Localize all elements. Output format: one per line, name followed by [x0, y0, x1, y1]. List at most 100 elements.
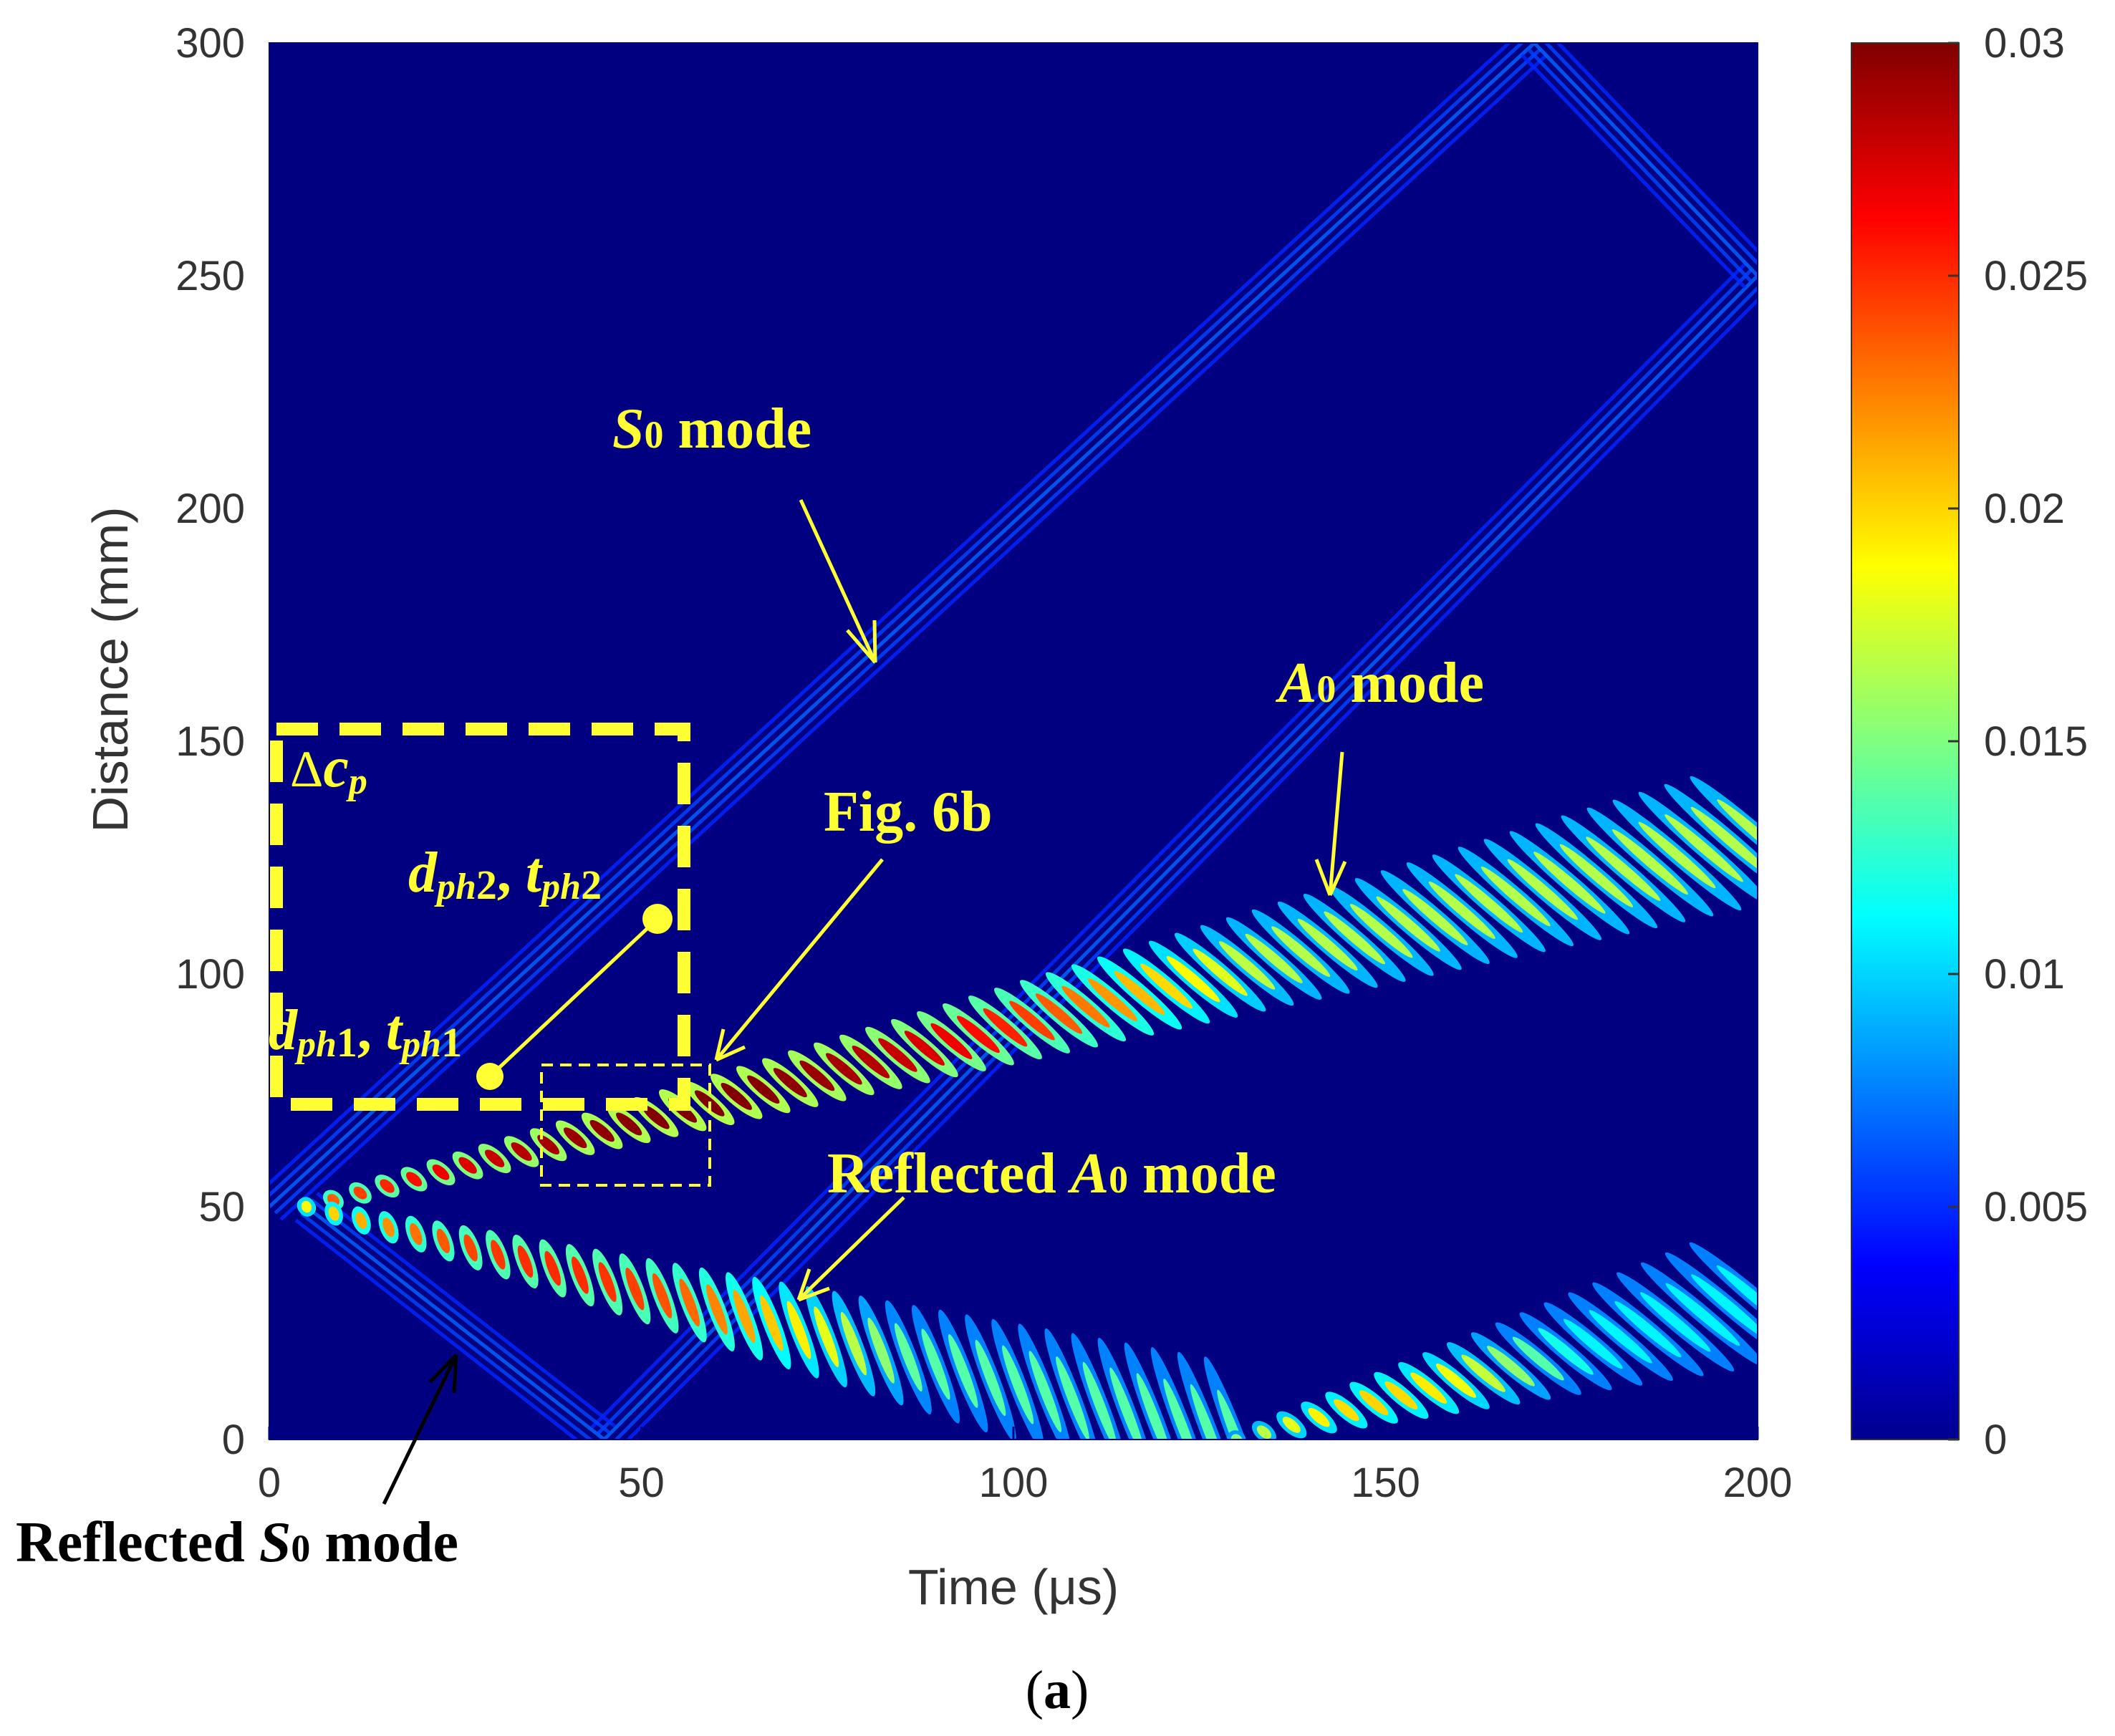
wave-blob-core — [642, 1105, 670, 1129]
wave-blob-core — [625, 1268, 645, 1311]
fig6b-dashed-box — [540, 1064, 711, 1187]
wave-blob-core — [517, 1245, 534, 1278]
wave-blob-core — [1163, 1378, 1201, 1440]
wave-blob-core — [1140, 963, 1193, 1009]
wave-blob-core — [432, 1164, 450, 1180]
wave-band-line — [1533, 43, 1758, 277]
wave-blob-core — [1334, 1399, 1359, 1422]
wave-blob-core — [1664, 814, 1743, 882]
x-tick-label: 100 — [979, 1460, 1049, 1506]
wave-blob-core — [1639, 1292, 1711, 1352]
wave-blob-core — [1717, 799, 1758, 869]
wave-blob-core — [436, 1228, 451, 1253]
wave-layer — [269, 43, 1758, 1440]
wave-blob-core — [1219, 941, 1276, 990]
wave-blob-core — [1109, 1367, 1145, 1440]
heatmap-plot — [269, 42, 1758, 1440]
wave-blob-core — [1589, 1310, 1652, 1364]
wave-blob-core — [930, 1023, 973, 1060]
wave-band-line — [269, 43, 1536, 1208]
a0-mode-label: A0 mode — [1275, 652, 1484, 715]
phase-velocity-line — [488, 917, 659, 1078]
wave-blob-core — [1349, 904, 1413, 958]
wave-band-line — [1526, 47, 1753, 284]
wave-blob-core — [1512, 1336, 1564, 1381]
wave-blob-core — [1691, 1274, 1758, 1341]
wave-blob-core — [1082, 1361, 1117, 1440]
point-dph2-tph2 — [642, 904, 673, 934]
figure-caption: (a) — [1026, 1660, 1089, 1720]
wave-blob-core — [1088, 978, 1138, 1021]
wave-band-line — [625, 297, 1758, 1440]
wave-blob-core — [1009, 1000, 1055, 1041]
colorbar-tick-label: 0 — [1984, 1417, 2007, 1463]
plot-background — [269, 43, 1758, 1440]
wave-blob-core — [1507, 859, 1579, 920]
wave-blob-core — [1435, 1364, 1477, 1398]
wave-blob-core — [957, 1016, 1000, 1053]
wave-blob-core — [921, 1328, 950, 1400]
wave-blob-core — [894, 1323, 922, 1392]
wave-blob-core — [1282, 1417, 1301, 1433]
wave-blob-core — [1166, 956, 1220, 1003]
wave-blob-core — [904, 1031, 945, 1066]
wave-blob-core — [1376, 896, 1440, 952]
wave-band-line — [1556, 43, 1758, 254]
wave-blob-core — [380, 1179, 395, 1193]
dph1-tph1-label: dph1, tph1 — [269, 999, 462, 1066]
wave-band-line — [597, 268, 1753, 1435]
wave-blob-core — [410, 1223, 423, 1245]
wave-blob-core — [814, 1306, 839, 1367]
wave-blob-core — [878, 1038, 917, 1072]
wave-blob-core — [1564, 1318, 1623, 1369]
wave-blob-core — [616, 1112, 642, 1136]
wave-blob-core — [1410, 1372, 1447, 1404]
wave-blob-core — [355, 1212, 367, 1229]
wave-blob-core — [1061, 985, 1110, 1028]
wave-1 — [590, 262, 1758, 1440]
wave-blob-core — [1114, 970, 1165, 1016]
wave-blob-core — [1586, 836, 1661, 901]
wave-band-line — [269, 43, 1525, 1198]
delta-cp-label: Δcp — [290, 736, 367, 802]
colorbar-gradient — [1851, 42, 1960, 1440]
wave-blob-core — [1028, 1351, 1062, 1432]
x-axis-label: Time (μs) — [908, 1559, 1119, 1615]
wave-blob-core — [301, 1200, 312, 1213]
wave-blob-core — [721, 1082, 752, 1110]
wave-band-line — [310, 1198, 611, 1434]
fig6b-label: Fig. 6b — [824, 781, 993, 844]
y-tick-label: 100 — [175, 951, 245, 998]
y-tick-label: 200 — [175, 486, 245, 532]
wave-blob-core — [1480, 867, 1551, 927]
colorbar: 0 0.005 0.01 0.015 0.02 0.025 0.03 — [1851, 20, 2088, 1463]
wave-blob-core — [544, 1250, 562, 1286]
colorbar-tick-label: 0.015 — [1984, 718, 2088, 765]
wave-blob-core — [328, 1206, 339, 1221]
wave-blob-core — [1638, 821, 1716, 889]
wave-blob-core — [1056, 1356, 1089, 1440]
wave-blob-core — [1665, 1283, 1740, 1346]
wave-band-line — [300, 1212, 594, 1440]
wave-3 — [1521, 43, 1758, 289]
wave-blob-core — [825, 1053, 862, 1085]
wave-blob-core — [773, 1068, 807, 1098]
wave-blob-core — [484, 1149, 505, 1167]
wave-band-line — [613, 285, 1758, 1440]
wave-band-line — [1521, 53, 1747, 289]
delta-cp-dashed-box — [270, 723, 690, 1111]
wave-blob-core — [598, 1262, 617, 1303]
wave-blob-core — [706, 1284, 728, 1335]
wave-blob-core — [1690, 806, 1758, 876]
x-tick-label: 200 — [1723, 1460, 1793, 1506]
wave-blob-core — [1359, 1390, 1389, 1416]
wave-blob-core — [1611, 829, 1688, 895]
x-axis-ticks: 0 50 100 150 200 — [258, 1427, 1793, 1506]
wave-blob-core — [1428, 881, 1495, 939]
wave-blob-core — [983, 1008, 1028, 1047]
colorbar-tick-label: 0.02 — [1984, 486, 2065, 532]
fig6b-arrow — [714, 858, 884, 1062]
wave-blob-core — [458, 1157, 477, 1174]
wave-blob-core — [572, 1256, 589, 1294]
